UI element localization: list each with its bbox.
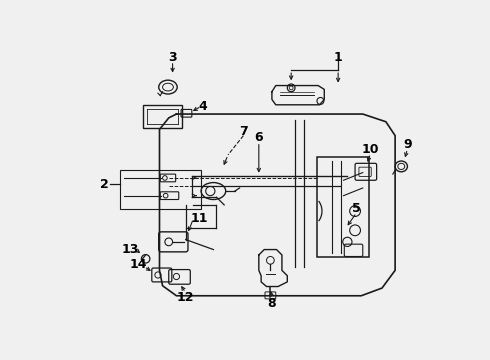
Text: 14: 14	[129, 258, 147, 271]
Text: 7: 7	[239, 125, 248, 138]
Text: 3: 3	[168, 50, 177, 64]
Text: 4: 4	[198, 100, 207, 113]
Text: 8: 8	[268, 297, 276, 310]
Bar	[317, 157, 369, 257]
Text: 2: 2	[100, 177, 109, 190]
Text: 6: 6	[254, 131, 263, 144]
Text: 12: 12	[177, 291, 195, 304]
Bar	[120, 170, 201, 209]
Text: 5: 5	[352, 202, 361, 215]
Text: 9: 9	[403, 138, 412, 151]
Text: 13: 13	[122, 243, 139, 256]
Text: 11: 11	[191, 212, 208, 225]
Text: 10: 10	[362, 143, 379, 156]
Text: 1: 1	[334, 50, 343, 64]
